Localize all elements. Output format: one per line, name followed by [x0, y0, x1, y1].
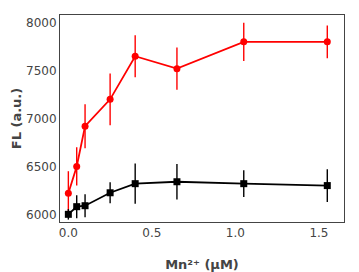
svg-text:7500: 7500 — [26, 64, 57, 78]
svg-text:0.0: 0.0 — [59, 226, 78, 240]
svg-text:1.0: 1.0 — [226, 226, 245, 240]
svg-text:FL (a.u.): FL (a.u.) — [9, 88, 24, 149]
svg-text:7000: 7000 — [26, 112, 57, 126]
svg-text:0.5: 0.5 — [142, 226, 161, 240]
svg-text:Mn²⁺ (μM): Mn²⁺ (μM) — [165, 257, 239, 272]
svg-text:1.5: 1.5 — [309, 226, 328, 240]
svg-text:6000: 6000 — [26, 208, 57, 222]
svg-text:6500: 6500 — [26, 160, 57, 174]
svg-text:8000: 8000 — [26, 16, 57, 30]
